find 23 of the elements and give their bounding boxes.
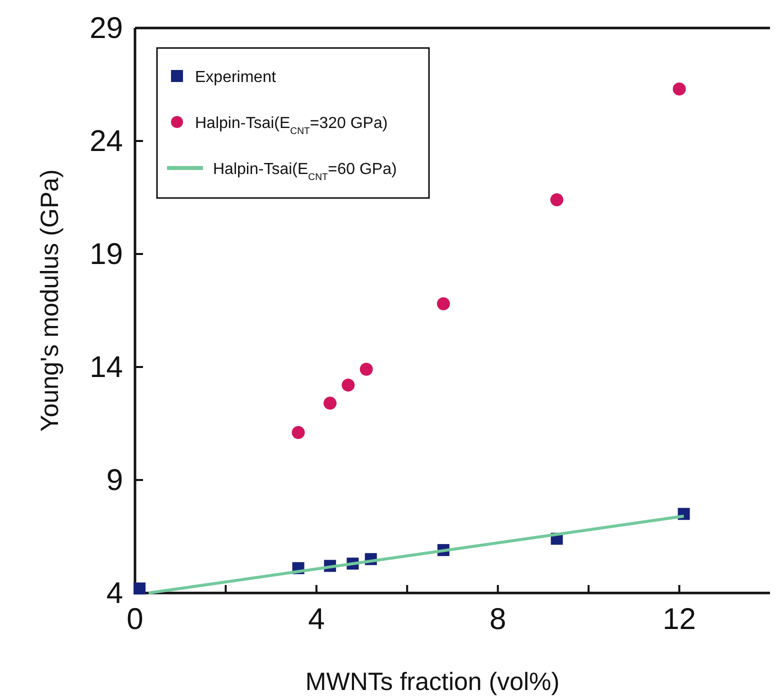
point (550, 193, 564, 206)
y-axis-title: Young's modulus (GPa) (36, 169, 64, 432)
point (134, 582, 146, 594)
point (436, 297, 450, 310)
x-tick-label: 4 (308, 603, 325, 636)
y-tick-label: 4 (106, 577, 123, 610)
point (292, 426, 305, 440)
y-tick-label: 29 (90, 12, 123, 45)
point (672, 82, 686, 96)
x-tick-label: 0 (126, 603, 144, 636)
x-tick-label: 8 (490, 603, 506, 636)
x-axis-title: MWNTs fraction (vol%) (305, 668, 560, 696)
y-tick-label: 19 (90, 238, 123, 271)
x-tick-label: 12 (662, 603, 696, 636)
legend-label: Halpin-Tsai(E$_{CNT}$=60 GPa) (213, 161, 397, 182)
y-tick-label: 9 (106, 464, 123, 497)
legend-label: Experiment (195, 69, 276, 86)
y-tick-label: 24 (90, 125, 123, 158)
y-tick-label: 14 (90, 351, 123, 384)
point (342, 378, 355, 392)
legend-label: Halpin-Tsai(E$_{CNT}$=320 GPa) (195, 115, 388, 136)
point (324, 396, 337, 410)
point (360, 362, 373, 376)
